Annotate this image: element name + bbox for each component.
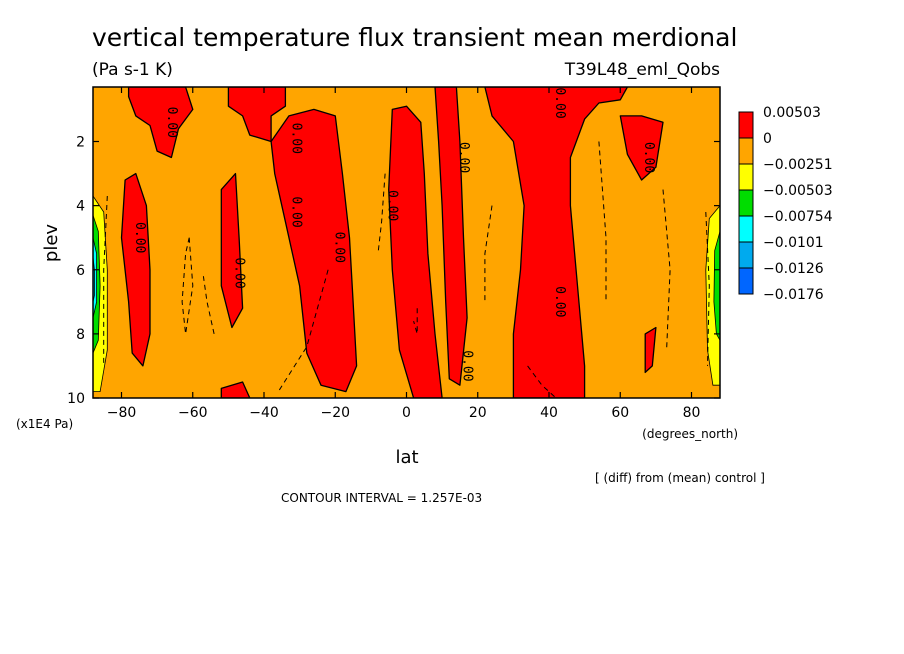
positive-region-1 [127, 87, 194, 159]
chart-units: (Pa s-1 K) [92, 60, 173, 80]
contour-label-2: 0.00 [289, 123, 304, 154]
contour-label-1: 0.00 [164, 107, 179, 138]
negative-contour-1 [181, 237, 194, 334]
contour-label-9: 0.00 [460, 350, 475, 381]
contour-label-8: 0.00 [456, 142, 471, 173]
edge-negative-region-6 [713, 231, 720, 342]
colorbar-swatch-3 [738, 163, 754, 191]
colorbar-swatch-6 [738, 241, 754, 269]
negative-contour-2 [202, 276, 215, 335]
x-tick-label: 20 [469, 405, 487, 421]
diff-note: [ (diff) from (mean) control ] [595, 471, 765, 485]
y-tick-label: 10 [67, 391, 85, 407]
colorbar: 0.00503 0 −0.00251 −0.00503 −0.00754 −0.0101 −… [738, 105, 833, 303]
contour-interval: CONTOUR INTERVAL = 1.257E-03 [281, 491, 482, 505]
contour-label-11: 0.00 [552, 286, 567, 317]
positive-region-7 [434, 87, 468, 386]
colorbar-label-1: 0.00503 [763, 105, 821, 121]
y-tick-label: 2 [76, 135, 85, 151]
negative-contour-6 [527, 365, 557, 398]
negative-contour-10 [103, 195, 108, 366]
chart-title: vertical temperature flux transient mean… [92, 23, 737, 52]
colorbar-label-6: −0.0101 [763, 235, 824, 251]
colorbar-label-4: −0.00503 [763, 183, 833, 199]
colorbar-swatch-5 [738, 215, 754, 243]
x-axis-units: (degrees_north) [642, 427, 738, 441]
contour-label-12: 0.00 [641, 142, 656, 173]
positive-region-5 [270, 108, 358, 393]
contour-label-3: 0.00 [132, 222, 147, 253]
y-tick-label: 8 [76, 327, 85, 343]
y-tick-label: 6 [76, 263, 85, 279]
x-tick-label: 80 [683, 405, 701, 421]
positive-regions [120, 87, 664, 398]
negative-contours [103, 141, 710, 398]
colorbar-label-5: −0.00754 [763, 209, 833, 225]
contour-label-6: 0.00 [331, 232, 346, 263]
contour-labels: 0.00 0.00 0.00 0.00 0.00 0.00 0.00 0.00 0.00 0.00… [132, 87, 656, 381]
contour-label-10: 0.00 [552, 87, 567, 118]
positive-region-6 [388, 105, 443, 398]
positive-region-2 [120, 172, 151, 367]
x-axis-label: lat [395, 447, 418, 468]
y-axis-label: plev [41, 224, 62, 263]
contour-label-5: 0.00 [289, 196, 304, 227]
plot-area: 0.00 0.00 0.00 0.00 0.00 0.00 0.00 0.00 0.00 0.00… [92, 86, 721, 399]
contour-label-4: 0.00 [232, 257, 247, 288]
negative-contour-11 [705, 211, 710, 366]
y-axis-units: (x1E4 Pa) [16, 417, 73, 431]
x-tick-label: −40 [249, 405, 279, 421]
x-tick-label: −20 [320, 405, 350, 421]
positive-region-8 [484, 87, 629, 398]
edge-negative-regions [93, 195, 720, 393]
colorbar-swatch-2 [738, 137, 754, 165]
x-tick-label: −80 [107, 405, 137, 421]
colorbar-swatch-4 [738, 189, 754, 217]
positive-region-10 [644, 326, 657, 374]
contour-label-7: 0.00 [385, 190, 400, 221]
x-axis: −80 −60 −40 −20 0 20 40 60 80 [107, 87, 701, 421]
negative-contour-7 [598, 141, 607, 302]
negative-contour-5 [484, 205, 493, 302]
colorbar-label-3: −0.00251 [763, 157, 833, 173]
x-tick-label: 60 [611, 405, 629, 421]
positive-region-3 [220, 172, 244, 329]
positive-region-9 [619, 115, 664, 181]
colorbar-swatch-1 [738, 111, 754, 139]
x-tick-label: −60 [178, 405, 208, 421]
colorbar-label-8: −0.0176 [763, 287, 824, 303]
y-tick-label: 4 [76, 199, 85, 215]
colorbar-label-2: 0 [763, 131, 772, 147]
negative-contour-3 [377, 173, 386, 254]
x-tick-label: 0 [402, 405, 411, 421]
y-axis: 2 4 6 8 10 [67, 135, 720, 407]
x-tick-label: 40 [540, 405, 558, 421]
positive-region-11 [220, 381, 251, 398]
experiment-label: T39L48_eml_Qobs [564, 60, 720, 80]
colorbar-label-7: −0.0126 [763, 261, 824, 277]
colorbar-swatch-7 [738, 267, 754, 295]
